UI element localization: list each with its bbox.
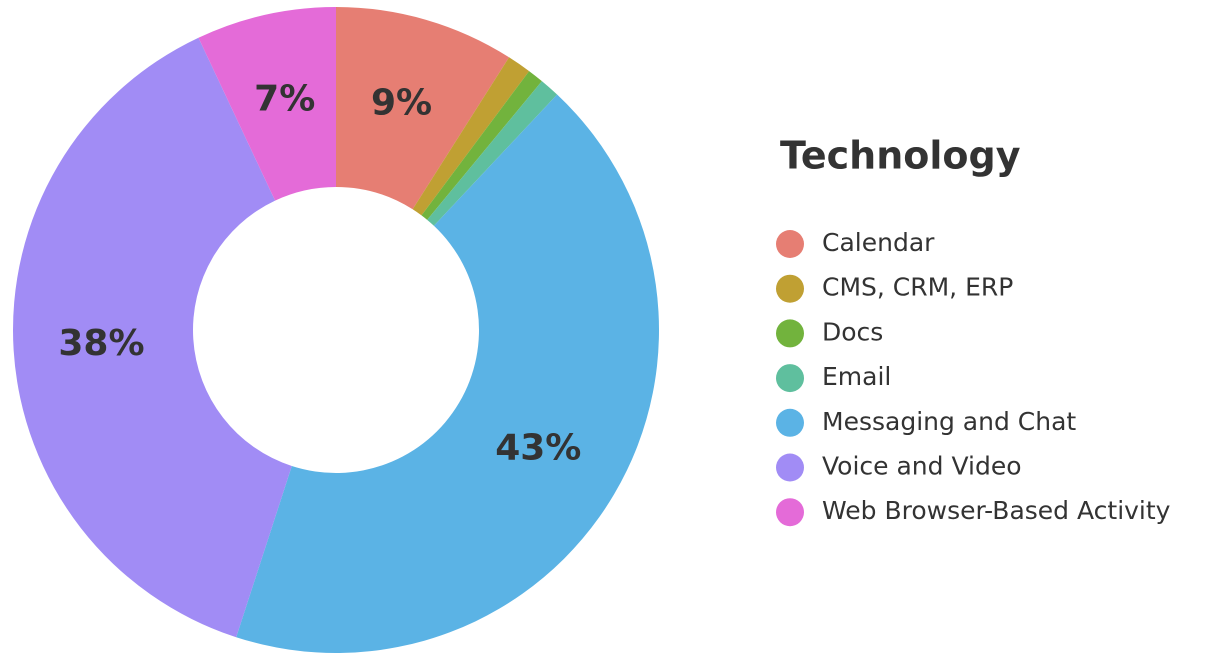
- slice: [12, 37, 292, 638]
- slice-label: 7%: [254, 79, 315, 120]
- slice: [236, 94, 659, 653]
- legend-swatch: [776, 230, 804, 258]
- slice: [198, 7, 336, 201]
- legend-label: Web Browser-Based Activity: [822, 496, 1171, 525]
- legend-swatch: [776, 408, 804, 437]
- slice-label: 38%: [58, 323, 144, 364]
- slice: [336, 7, 510, 210]
- legend-swatch: [776, 274, 804, 303]
- legend-label: Messaging and Chat: [822, 407, 1076, 436]
- legend-label: Voice and Video: [822, 452, 1022, 481]
- legend-swatch: [776, 364, 804, 393]
- legend-label: CMS, CRM, ERP: [822, 273, 1013, 302]
- slice-label: 43%: [495, 428, 581, 469]
- slice: [421, 71, 542, 220]
- slice: [427, 81, 558, 226]
- legend-label: Email: [822, 362, 891, 391]
- legend-swatch: [776, 453, 804, 482]
- legend-title: Technology: [780, 134, 1021, 178]
- legend-swatch: [776, 498, 804, 527]
- legend-swatch: [776, 319, 804, 348]
- legend-label: Docs: [822, 317, 883, 346]
- slice-label: 9%: [371, 82, 432, 123]
- slice: [412, 57, 530, 216]
- legend-label: Calendar: [822, 228, 935, 257]
